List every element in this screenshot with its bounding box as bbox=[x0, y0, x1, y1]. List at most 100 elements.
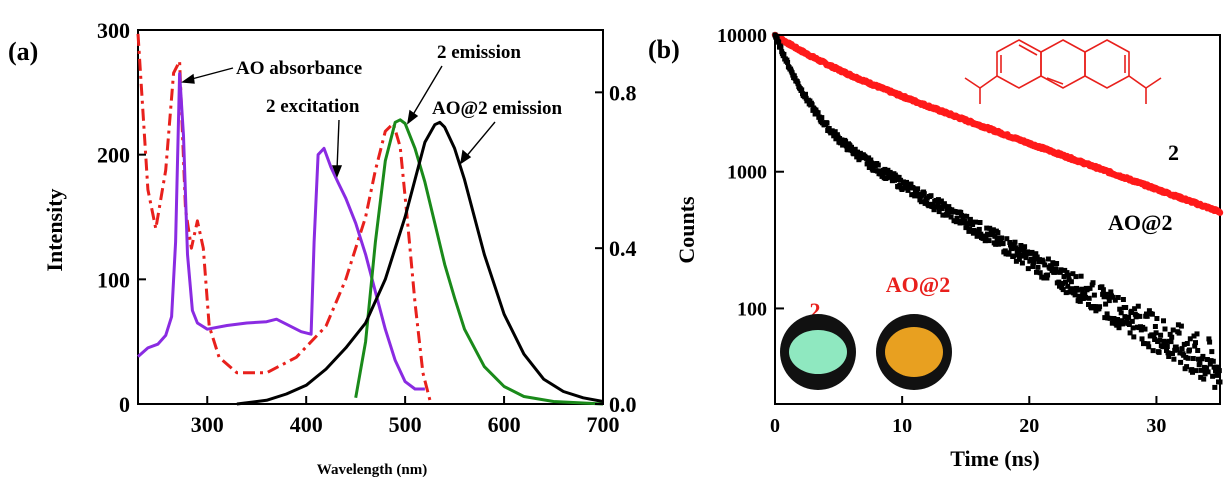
decay-point-ao2 bbox=[1120, 297, 1126, 302]
decay-point-ao2 bbox=[1210, 373, 1216, 379]
decay-point-ao2 bbox=[1190, 369, 1195, 375]
decay-point-ao2 bbox=[992, 233, 998, 239]
decay-point-ao2 bbox=[986, 238, 992, 244]
annotation-ao-absorbance: AO absorbance bbox=[236, 58, 362, 79]
decay-point-ao2 bbox=[1204, 365, 1210, 371]
decay-point-ao2 bbox=[1040, 259, 1046, 265]
decay-point-ao2 bbox=[1145, 341, 1151, 347]
arrow-ao2-emission bbox=[464, 121, 496, 159]
inset-label-ao2: AO@2 bbox=[886, 272, 950, 297]
decay-point-ao2 bbox=[1060, 280, 1065, 286]
decay-point-ao2 bbox=[781, 51, 787, 57]
decay-point-ao2 bbox=[938, 198, 944, 204]
decay-point-ao2 bbox=[1106, 298, 1112, 304]
arrowhead-2-excitation bbox=[331, 165, 343, 178]
x-tick-label: 400 bbox=[290, 412, 323, 437]
decay-point-ao2 bbox=[1048, 263, 1054, 269]
decay-point-ao2 bbox=[1142, 326, 1148, 332]
series-line-2-emission bbox=[354, 118, 604, 406]
decay-point-ao2 bbox=[1193, 340, 1198, 346]
decay-point-ao2 bbox=[1029, 249, 1035, 255]
y-tick-label: 100 bbox=[97, 267, 130, 292]
decay-point-ao2 bbox=[983, 236, 989, 242]
decay-point-ao2 bbox=[1013, 245, 1019, 251]
decay-point-ao2 bbox=[799, 87, 805, 93]
decay-point-ao2 bbox=[1104, 311, 1110, 317]
decay-point-ao2 bbox=[994, 238, 1000, 244]
plot-b-series bbox=[771, 31, 1224, 390]
x-tick-label: 30 bbox=[1146, 415, 1166, 437]
decay-point-ao2 bbox=[993, 241, 999, 247]
decay-point-2 bbox=[1216, 209, 1224, 216]
decay-point-ao2 bbox=[900, 185, 906, 191]
decay-point-ao2 bbox=[936, 209, 942, 215]
ring-right bbox=[1084, 39, 1130, 89]
decay-point-ao2 bbox=[1187, 336, 1193, 342]
decay-point-ao2 bbox=[819, 115, 825, 121]
y-tick-label: 100 bbox=[737, 298, 767, 320]
decay-point-ao2 bbox=[1187, 347, 1192, 353]
decay-point-ao2 bbox=[965, 221, 971, 227]
decay-point-ao2 bbox=[978, 231, 984, 237]
x-tick-label: 300 bbox=[191, 412, 224, 437]
decay-point-ao2 bbox=[1018, 243, 1024, 248]
decay-point-ao2 bbox=[1100, 287, 1106, 293]
y-tick-label: 10000 bbox=[717, 25, 767, 47]
decay-point-ao2 bbox=[964, 213, 970, 219]
decay-point-ao2 bbox=[1097, 304, 1103, 310]
plot-b-axes: 0 10 20 30 100 1000 10000 bbox=[717, 25, 1166, 437]
decay-point-ao2 bbox=[1214, 372, 1220, 378]
decay-point-ao2 bbox=[915, 186, 921, 192]
decay-point-ao2 bbox=[1200, 353, 1206, 359]
decay-point-ao2 bbox=[941, 201, 947, 207]
decay-point-ao2 bbox=[1042, 262, 1048, 268]
decay-point-ao2 bbox=[1132, 306, 1138, 312]
x-tick-label: 500 bbox=[389, 412, 422, 437]
decay-point-ao2 bbox=[1144, 313, 1150, 319]
decay-point-ao2 bbox=[908, 181, 914, 187]
decay-point-ao2 bbox=[1009, 246, 1015, 252]
decay-point-ao2 bbox=[1207, 361, 1213, 367]
bond-n-right bbox=[1128, 75, 1147, 89]
decay-point-ao2 bbox=[1013, 258, 1019, 264]
decay-point-ao2 bbox=[1063, 290, 1069, 296]
decay-point-ao2 bbox=[1174, 347, 1180, 353]
decay-point-ao2 bbox=[1160, 344, 1166, 350]
decay-point-ao2 bbox=[1194, 331, 1200, 337]
decay-point-ao2 bbox=[1065, 283, 1071, 289]
decay-point-ao2 bbox=[1178, 359, 1184, 365]
decay-point-ao2 bbox=[945, 212, 951, 218]
decay-point-ao2 bbox=[999, 235, 1005, 241]
inset-photo-ao2 bbox=[876, 314, 952, 390]
x-tick-label: 0 bbox=[770, 415, 780, 437]
decay-point-ao2 bbox=[1192, 343, 1198, 349]
decay-point-ao2 bbox=[795, 81, 801, 87]
decay-point-ao2 bbox=[1173, 344, 1179, 350]
decay-point-ao2 bbox=[1120, 321, 1126, 327]
decay-point-ao2 bbox=[1153, 330, 1159, 336]
decay-point-ao2 bbox=[1184, 364, 1190, 370]
decay-point-ao2 bbox=[778, 44, 784, 50]
decay-point-ao2 bbox=[1070, 271, 1076, 277]
decay-point-ao2 bbox=[1016, 256, 1022, 262]
y-tick-label: 200 bbox=[97, 143, 130, 168]
y-tick-label: 0 bbox=[119, 392, 130, 417]
decay-point-ao2 bbox=[831, 133, 837, 139]
decay-point-ao2 bbox=[1209, 349, 1215, 355]
decay-point-ao2 bbox=[1201, 376, 1207, 382]
decay-point-ao2 bbox=[1091, 292, 1097, 298]
plot-a-frame bbox=[137, 29, 604, 405]
decay-point-ao2 bbox=[1074, 287, 1080, 293]
decay-point-ao2 bbox=[959, 212, 964, 218]
decay-point-ao2 bbox=[1184, 341, 1190, 346]
decay-point-ao2 bbox=[1161, 318, 1166, 324]
decay-point-ao2 bbox=[1135, 303, 1141, 309]
decay-point-ao2 bbox=[1107, 315, 1113, 321]
decay-point-ao2 bbox=[1215, 365, 1221, 370]
decay-point-ao2 bbox=[1053, 266, 1059, 272]
decay-point-ao2 bbox=[1051, 269, 1057, 275]
decay-point-ao2 bbox=[1076, 293, 1082, 299]
decay-point-ao2 bbox=[1181, 341, 1187, 347]
decay-point-ao2 bbox=[1210, 358, 1216, 364]
decay-point-ao2 bbox=[803, 91, 808, 97]
